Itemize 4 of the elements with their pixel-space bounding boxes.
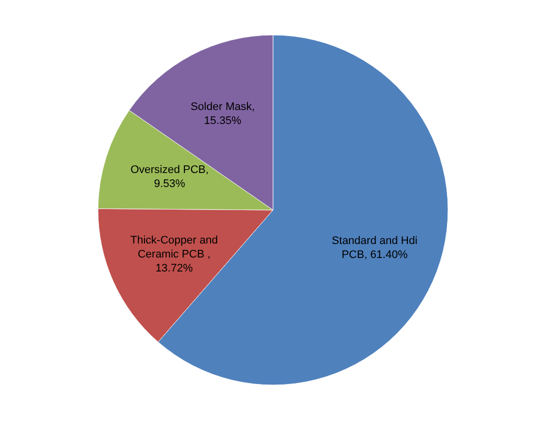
slice-label: Oversized PCB, 9.53% (130, 164, 209, 190)
slice-label: Standard and Hdi PCB, 61.40% (332, 234, 418, 261)
slice-label: Thick-Copper and Ceramic PCB , 13.72% (130, 234, 218, 274)
slice-label: Solder Mask, 15.35% (190, 100, 255, 127)
